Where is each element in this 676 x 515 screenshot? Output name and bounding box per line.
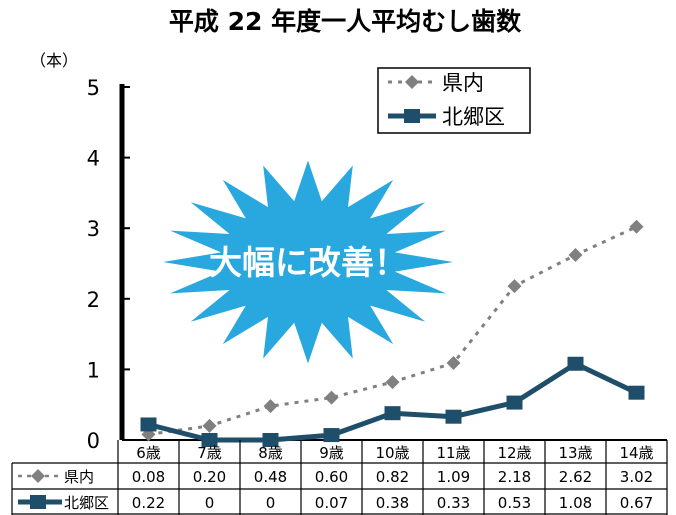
table-cell-value: 0.67 xyxy=(620,494,653,512)
series-1-point xyxy=(507,279,522,294)
series-2-point xyxy=(506,395,523,410)
table-cell-value: 1.09 xyxy=(437,468,470,486)
y-tick-label: 3 xyxy=(87,217,100,241)
x-category-label: 6歳 xyxy=(136,444,161,462)
series-1-point xyxy=(629,219,644,234)
x-category-label: 10歳 xyxy=(375,444,409,462)
table-cell-value: 0 xyxy=(205,494,215,512)
table-cell-value: 1.08 xyxy=(559,494,592,512)
x-category-label: 12歳 xyxy=(497,444,531,462)
legend-label: 北郷区 xyxy=(442,105,505,129)
x-category-label: 13歳 xyxy=(558,444,592,462)
series-2-point xyxy=(201,433,218,447)
table-row-key-marker xyxy=(31,469,45,483)
series-2 xyxy=(140,356,645,447)
series-2-point xyxy=(140,417,157,432)
y-tick-label: 5 xyxy=(87,76,100,100)
series-2-point xyxy=(323,428,340,443)
series-1-point xyxy=(263,399,278,414)
y-unit-label: （本） xyxy=(30,51,78,70)
series-1-point xyxy=(202,418,217,433)
callout-text: 大幅に改善！ xyxy=(209,243,407,282)
series-1-point xyxy=(446,356,461,371)
series-2-point xyxy=(262,433,279,447)
y-tick-label: 2 xyxy=(87,288,100,312)
series-1 xyxy=(141,219,644,442)
x-category-label: 11歳 xyxy=(436,444,470,462)
series-1-point xyxy=(324,390,339,405)
series-1-point xyxy=(568,248,583,263)
series-2-point xyxy=(445,409,462,424)
y-tick-label: 1 xyxy=(87,358,100,382)
table-cell-value: 0 xyxy=(266,494,276,512)
legend-label: 県内 xyxy=(442,71,484,95)
table-cell-value: 0.53 xyxy=(498,494,531,512)
series-2-point xyxy=(628,385,645,400)
chart-title: 平成 22 年度一人平均むし歯数 xyxy=(169,7,522,36)
table-cell-value: 3.02 xyxy=(620,468,653,486)
legend-box xyxy=(377,67,531,134)
table-row-name: 県内 xyxy=(64,468,94,486)
table-cell-value: 0.60 xyxy=(315,468,348,486)
series-2-point xyxy=(567,356,584,371)
table-row-key-marker xyxy=(30,495,46,509)
table-cell-value: 0.82 xyxy=(376,468,409,486)
series-layer xyxy=(140,219,645,447)
x-category-label: 8歳 xyxy=(258,444,283,462)
legend-marker xyxy=(405,75,419,89)
x-category-label: 9歳 xyxy=(319,444,344,462)
callout-burst: 大幅に改善！ xyxy=(163,160,453,364)
table-cell-value: 0.38 xyxy=(376,494,409,512)
table-row-name: 北郷区 xyxy=(64,494,109,512)
table-cell-value: 0.33 xyxy=(437,494,470,512)
x-category-label: 7歳 xyxy=(197,444,222,462)
table-cell-value: 2.62 xyxy=(559,468,592,486)
legend-marker xyxy=(404,109,420,123)
table-cell-value: 0.20 xyxy=(193,468,226,486)
y-tick-label: 0 xyxy=(87,429,100,453)
table-cell-value: 0.22 xyxy=(132,494,165,512)
callout-starburst-shape xyxy=(163,160,453,364)
series-2-point xyxy=(384,406,401,421)
table-cell-value: 0.08 xyxy=(132,468,165,486)
x-category-label: 14歳 xyxy=(619,444,653,462)
table-cell-value: 2.18 xyxy=(498,468,531,486)
axes: 0 1 2 3 4 5 xyxy=(87,76,667,453)
table-cell-value: 0.07 xyxy=(315,494,348,512)
y-tick-label: 4 xyxy=(87,147,100,171)
series-1-point xyxy=(385,375,400,390)
table-cell-value: 0.48 xyxy=(254,468,287,486)
